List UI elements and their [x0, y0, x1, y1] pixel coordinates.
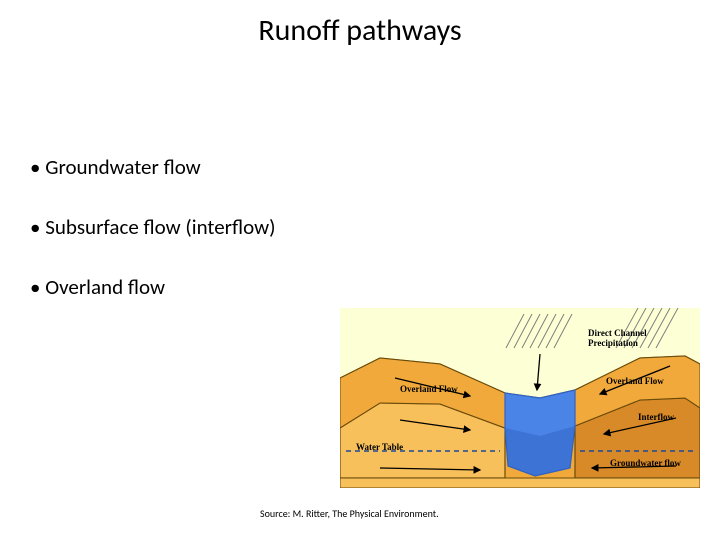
bullet-list: • Groundwater flow • Subsurface flow (in…: [30, 154, 275, 334]
bullet-overland: • Overland flow: [30, 274, 275, 300]
label-interflow: Interflow: [638, 412, 674, 422]
source-citation: Source: M. Ritter, The Physical Environm…: [260, 507, 439, 520]
slide-title: Runoff pathways: [0, 12, 720, 49]
label-water-table: Water Table: [356, 442, 403, 452]
bullet-subsurface: • Subsurface flow (interflow): [30, 214, 275, 240]
bullet-groundwater: • Groundwater flow: [30, 154, 275, 180]
label-direct-channel: Direct Channel Precipitation: [588, 328, 647, 348]
runoff-diagram: Direct Channel Precipitation Overland Fl…: [340, 308, 700, 488]
label-overland-left: Overland Flow: [400, 384, 458, 394]
label-overland-right: Overland Flow: [606, 376, 664, 386]
label-groundwater: Groundwater flow: [610, 458, 681, 468]
